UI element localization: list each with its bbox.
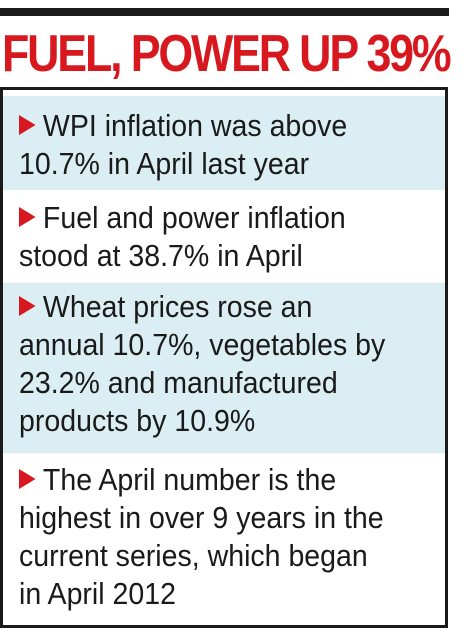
red-arrow-icon bbox=[19, 469, 36, 489]
red-arrow-icon bbox=[19, 115, 36, 135]
facts-panel: WPI inflation was above 10.7% in April l… bbox=[0, 87, 448, 628]
fact-text: WPI inflation was above 10.7% in April l… bbox=[19, 108, 348, 181]
fact-text-wrap: The April number is the highest in over … bbox=[19, 461, 442, 613]
fact-text: Wheat prices rose an annual 10.7%, veget… bbox=[19, 289, 386, 438]
red-arrow-icon bbox=[19, 296, 36, 316]
fact-text-wrap: Fuel and power inflation stood at 38.7% … bbox=[19, 199, 442, 275]
fact-text-wrap: Wheat prices rose an annual 10.7%, veget… bbox=[19, 288, 442, 440]
fact-item: Wheat prices rose an annual 10.7%, veget… bbox=[3, 283, 445, 453]
headline: FUEL, POWER UP 39% bbox=[2, 25, 452, 83]
top-rule bbox=[0, 8, 449, 16]
fact-text: The April number is the highest in over … bbox=[19, 462, 384, 611]
fact-text-wrap: WPI inflation was above 10.7% in April l… bbox=[19, 107, 442, 183]
fact-text: Fuel and power inflation stood at 38.7% … bbox=[19, 200, 346, 273]
fact-item: WPI inflation was above 10.7% in April l… bbox=[3, 96, 445, 190]
fact-item: Fuel and power inflation stood at 38.7% … bbox=[3, 192, 445, 279]
red-arrow-icon bbox=[19, 207, 36, 227]
fact-item: The April number is the highest in over … bbox=[3, 457, 445, 625]
